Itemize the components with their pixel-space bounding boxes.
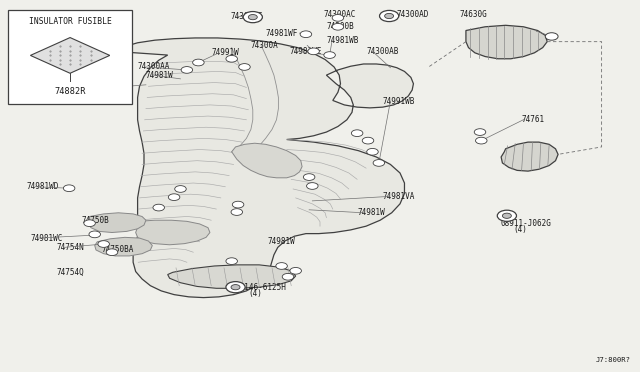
Text: 74300AA: 74300AA (138, 62, 170, 71)
Text: 08146-6125H: 08146-6125H (236, 283, 286, 292)
Text: 74981W: 74981W (357, 208, 385, 217)
Text: J7:800R?: J7:800R? (595, 357, 630, 363)
Circle shape (226, 55, 237, 62)
Polygon shape (114, 38, 413, 298)
Text: 74630G: 74630G (460, 10, 487, 19)
Circle shape (307, 183, 318, 189)
Circle shape (276, 263, 287, 269)
Text: 74300A: 74300A (91, 84, 118, 93)
Text: 74750B: 74750B (82, 216, 109, 225)
Text: 74300AE: 74300AE (230, 12, 263, 21)
Circle shape (243, 12, 262, 23)
Text: 74981WF: 74981WF (266, 29, 298, 38)
Text: 74981WE: 74981WE (289, 47, 322, 56)
Text: 74991W: 74991W (211, 48, 239, 57)
Circle shape (545, 33, 558, 40)
Text: INSULATOR FUSIBLE: INSULATOR FUSIBLE (29, 17, 111, 26)
Circle shape (98, 241, 109, 247)
Circle shape (476, 137, 487, 144)
Polygon shape (31, 38, 110, 73)
Polygon shape (501, 142, 558, 171)
Circle shape (239, 64, 250, 70)
Circle shape (332, 23, 344, 30)
Circle shape (84, 220, 95, 227)
Circle shape (282, 273, 294, 280)
Circle shape (63, 185, 75, 192)
FancyBboxPatch shape (8, 10, 132, 104)
Circle shape (175, 186, 186, 192)
Polygon shape (95, 237, 152, 256)
Circle shape (168, 194, 180, 201)
Text: 74991WB: 74991WB (383, 97, 415, 106)
Text: 74981WC: 74981WC (31, 234, 63, 243)
Circle shape (181, 67, 193, 73)
Text: (4): (4) (513, 225, 527, 234)
Circle shape (383, 13, 395, 19)
Circle shape (367, 148, 378, 155)
Text: 74981VA: 74981VA (383, 192, 415, 201)
Circle shape (380, 10, 399, 22)
Circle shape (332, 15, 344, 21)
Circle shape (351, 130, 363, 137)
Circle shape (362, 137, 374, 144)
Circle shape (300, 31, 312, 38)
Circle shape (226, 282, 245, 293)
Polygon shape (136, 220, 210, 245)
Circle shape (308, 48, 319, 55)
Polygon shape (88, 213, 146, 232)
Circle shape (303, 174, 315, 180)
Text: 74761: 74761 (522, 115, 545, 124)
Circle shape (106, 249, 118, 256)
Text: 74300AC: 74300AC (323, 10, 356, 19)
Text: 74882R: 74882R (54, 87, 86, 96)
Circle shape (226, 258, 237, 264)
Circle shape (497, 210, 516, 221)
Polygon shape (168, 265, 296, 288)
Text: 74750BA: 74750BA (101, 245, 134, 254)
Circle shape (231, 285, 240, 290)
Text: 74981W: 74981W (146, 71, 173, 80)
Text: 74300A: 74300A (251, 41, 278, 50)
Circle shape (373, 160, 385, 166)
Circle shape (501, 212, 513, 219)
Circle shape (89, 231, 100, 238)
Text: 74981W: 74981W (268, 237, 295, 246)
Circle shape (231, 209, 243, 215)
Polygon shape (466, 25, 547, 59)
Circle shape (474, 129, 486, 135)
Circle shape (324, 52, 335, 58)
Text: 74300AD: 74300AD (397, 10, 429, 19)
Text: 74754N: 74754N (56, 243, 84, 252)
Text: 74300AB: 74300AB (366, 47, 399, 56)
Text: 74981WB: 74981WB (326, 36, 359, 45)
Text: 74300B: 74300B (326, 22, 354, 31)
Circle shape (385, 13, 394, 19)
Polygon shape (232, 143, 302, 178)
Circle shape (232, 201, 244, 208)
Circle shape (383, 13, 395, 19)
Circle shape (290, 267, 301, 274)
Circle shape (248, 15, 257, 20)
Text: (4): (4) (248, 289, 262, 298)
Text: 74754Q: 74754Q (56, 268, 84, 277)
Circle shape (247, 14, 259, 20)
Circle shape (502, 213, 511, 218)
Circle shape (193, 59, 204, 66)
Circle shape (153, 204, 164, 211)
Text: 08911-J062G: 08911-J062G (500, 219, 551, 228)
Text: 74981WD: 74981WD (27, 182, 60, 191)
